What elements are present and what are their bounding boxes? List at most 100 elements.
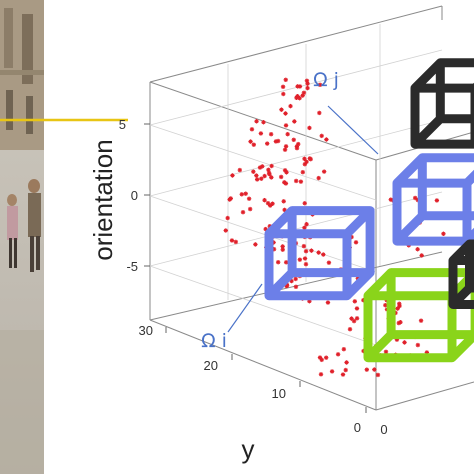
scatter-point (304, 78, 310, 83)
scatter-point (317, 110, 322, 116)
scatter-point (295, 84, 300, 89)
scatter-point (269, 175, 274, 180)
scatter-point (316, 175, 321, 181)
scatter-point (300, 169, 306, 175)
scatter-point (321, 169, 327, 174)
cube-group (264, 58, 474, 363)
scatter-point (266, 167, 271, 173)
scatter-point (293, 178, 299, 184)
cube-black-right (448, 239, 474, 309)
scatter-point (293, 276, 298, 282)
x-tick-0: 0 (380, 422, 387, 437)
scatter-point (249, 127, 255, 132)
scatter-point (383, 302, 388, 308)
scatter-point (291, 137, 296, 143)
scatter-point (307, 125, 312, 131)
scatter-point (246, 196, 252, 201)
scatter-point (319, 357, 324, 363)
scatter-point (347, 327, 353, 332)
omega-j-leader (327, 105, 379, 155)
scatter-point (268, 132, 274, 137)
scatter-point (280, 247, 285, 252)
scatter-point (303, 249, 309, 254)
scatter-point (323, 355, 329, 360)
scatter-point (281, 199, 286, 204)
scatter-point (251, 169, 256, 174)
scatter-point (415, 247, 420, 252)
omega-j-label: Ω j (313, 69, 339, 91)
scatter-point (261, 120, 266, 125)
scatter-point (300, 93, 305, 98)
scatter-point (309, 248, 314, 253)
scatter-point (225, 215, 230, 221)
scatter-point (375, 372, 381, 378)
scatter-point (352, 299, 358, 304)
cube-green (363, 268, 474, 363)
scatter-point (340, 372, 346, 377)
scatter-point (229, 238, 235, 243)
scatter-point (248, 139, 253, 144)
scatter-point (284, 170, 289, 175)
scatter-point (283, 111, 288, 116)
scatter-point (283, 181, 289, 186)
omega-i-label: Ω i (201, 330, 227, 352)
scatter-point (415, 342, 421, 348)
scatter-point (259, 176, 264, 181)
scatter-point (341, 346, 347, 352)
scatter-point (283, 260, 289, 265)
scatter-point (267, 171, 272, 177)
scatter-point (418, 318, 424, 323)
scatter-point (281, 91, 286, 97)
scatter-point (243, 191, 248, 196)
tick-marks (144, 123, 367, 413)
scatter-point (303, 261, 309, 267)
y-tick-0: 0 (354, 420, 361, 435)
scatter-point (293, 284, 299, 289)
orientation-tick-0: 0 (131, 188, 138, 203)
scatter-point (253, 242, 258, 247)
scatter-point (419, 253, 424, 258)
scatter-point (354, 306, 360, 311)
scatter-point (305, 81, 310, 86)
scatter-point (298, 179, 304, 184)
cube-black-top (410, 58, 474, 149)
scatter-point (280, 84, 286, 89)
scatter-point (265, 141, 270, 146)
scatter-point (292, 119, 297, 124)
scatter-point (326, 260, 332, 265)
scatter-point (353, 240, 359, 245)
scatter-point (282, 147, 288, 152)
scatter-point (294, 145, 300, 151)
orientation-tick-minus5: -5 (126, 259, 138, 274)
omega-i-leader (227, 283, 263, 333)
scatter-point (254, 119, 259, 124)
y-tick-10: 10 (272, 386, 286, 401)
y-axis-label: y (242, 434, 255, 464)
scatter-point (335, 352, 341, 357)
scatter-point (265, 200, 271, 206)
scatter-point (364, 367, 370, 372)
scatter-point (301, 243, 307, 249)
scatter-point (302, 201, 307, 206)
scatter-point (321, 252, 326, 257)
scatter-point (372, 367, 377, 372)
scatter-point (251, 142, 257, 147)
scatter-point (329, 369, 335, 374)
scatter-point (307, 156, 312, 161)
scatter-point (294, 95, 299, 101)
scatter-point (268, 203, 273, 208)
scatter-point (398, 320, 403, 325)
scatter-point (262, 197, 267, 203)
scatter-point (279, 107, 284, 112)
scatter-point (302, 156, 307, 162)
scatter-point (318, 372, 324, 377)
scatter-point (275, 260, 281, 265)
scatter-point (285, 131, 290, 137)
scatter-point (283, 123, 289, 128)
scatter-point (254, 173, 259, 178)
scatter-point (254, 177, 260, 182)
scatter-point (288, 103, 293, 109)
scatter-point (283, 77, 288, 83)
scatter-point (325, 300, 331, 305)
